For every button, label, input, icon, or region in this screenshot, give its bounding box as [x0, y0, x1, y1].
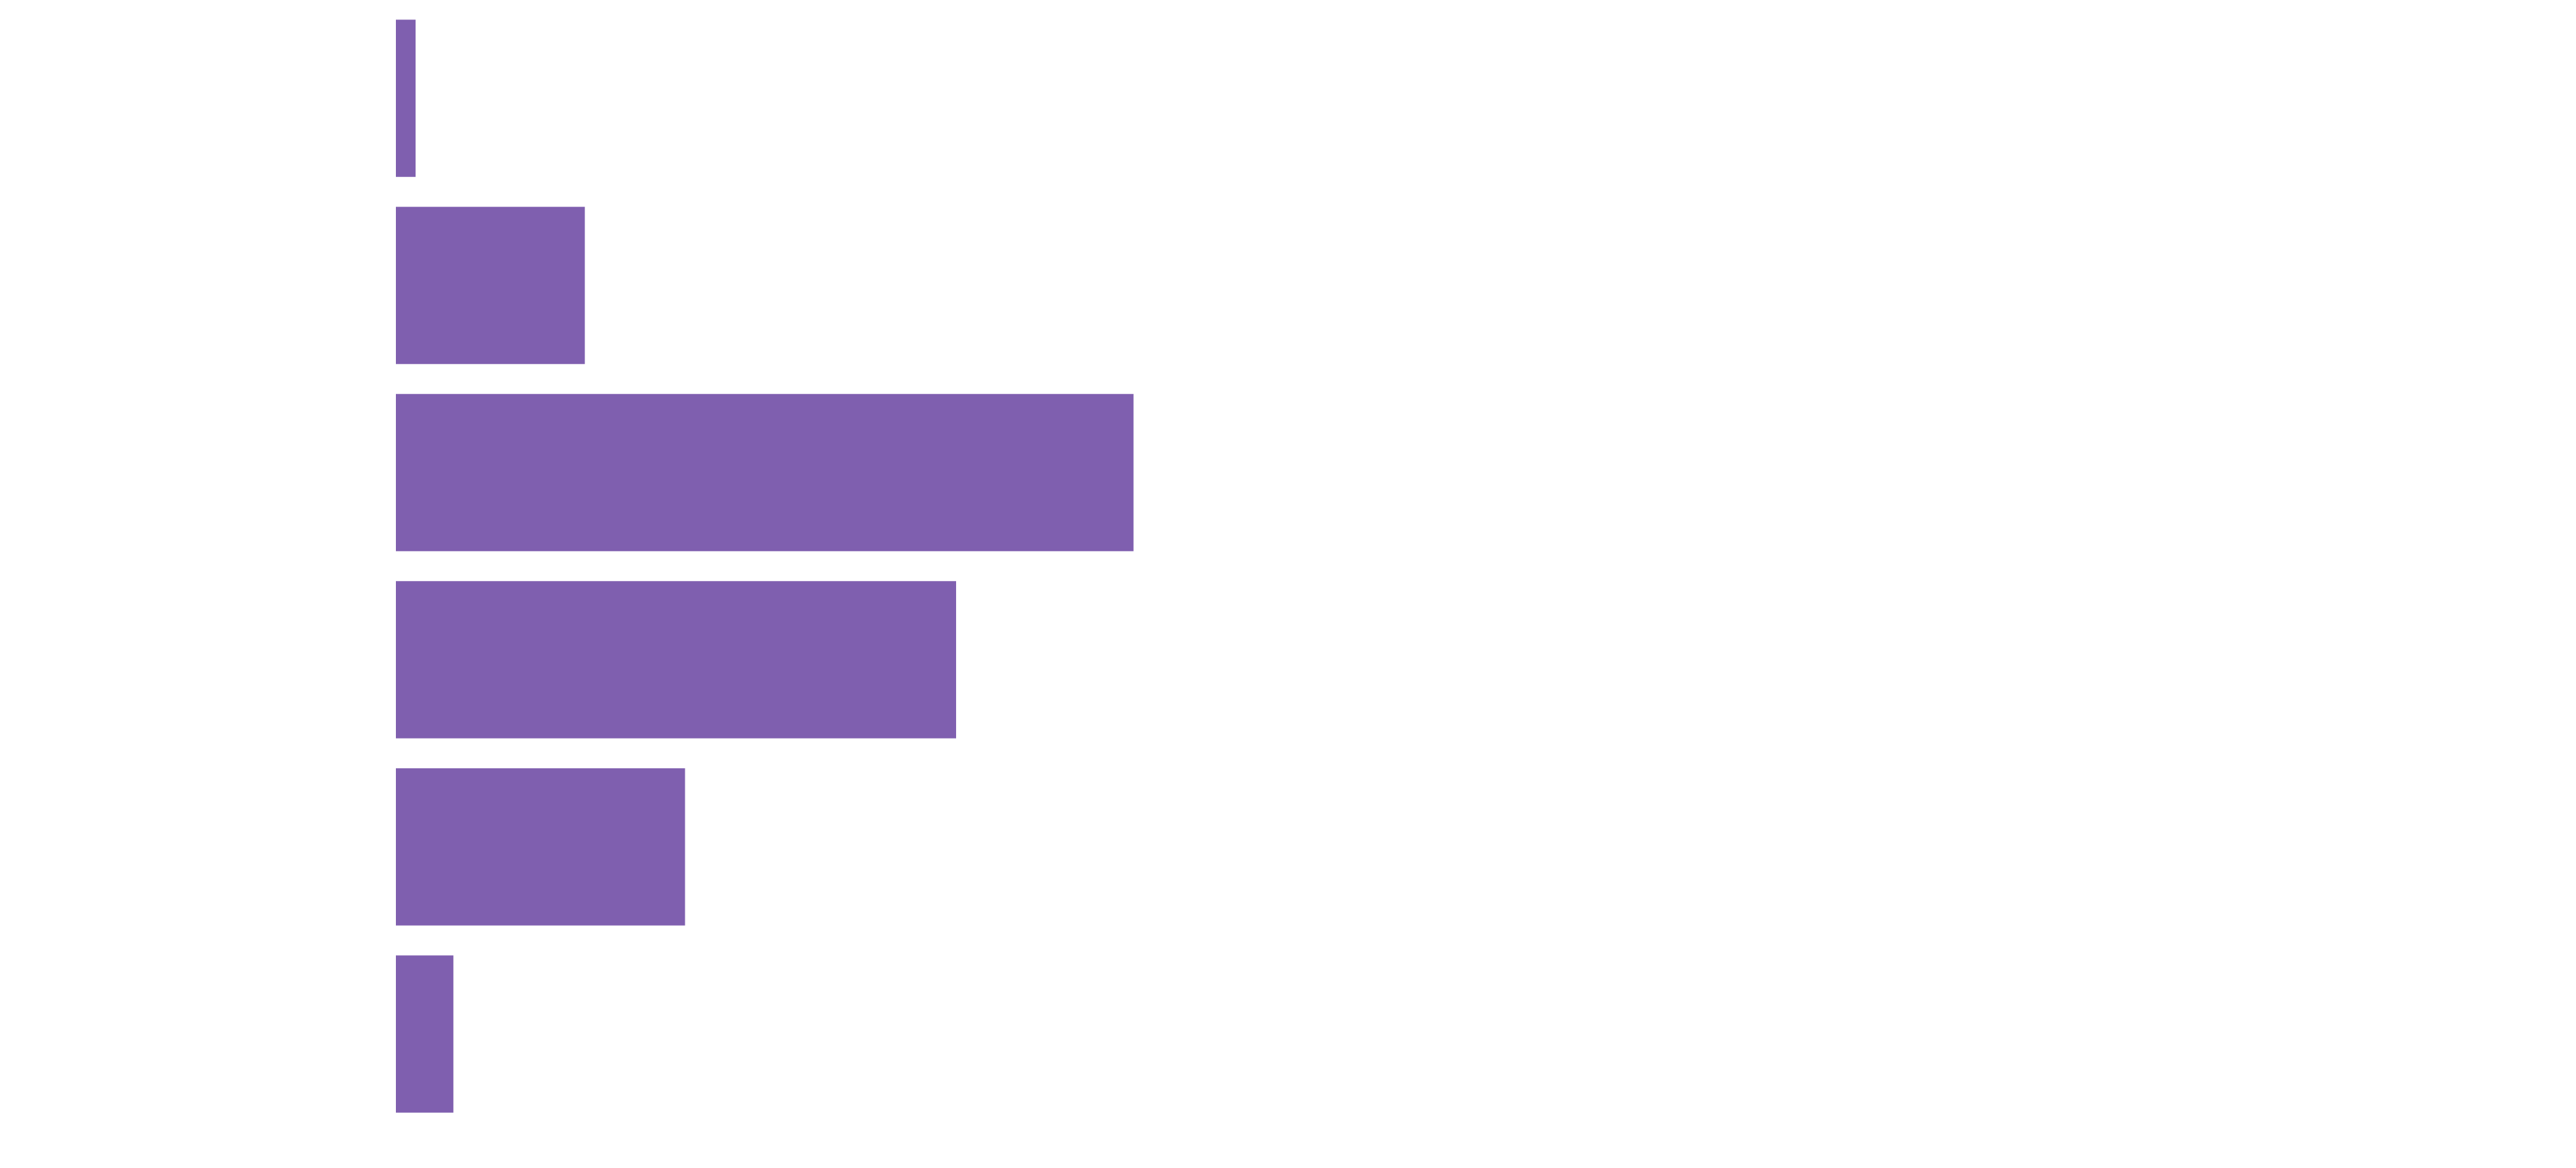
bar	[396, 955, 454, 1113]
bar	[396, 394, 1134, 551]
bar	[396, 581, 957, 738]
bar	[396, 20, 416, 177]
bar	[396, 207, 585, 364]
bar	[396, 768, 685, 926]
